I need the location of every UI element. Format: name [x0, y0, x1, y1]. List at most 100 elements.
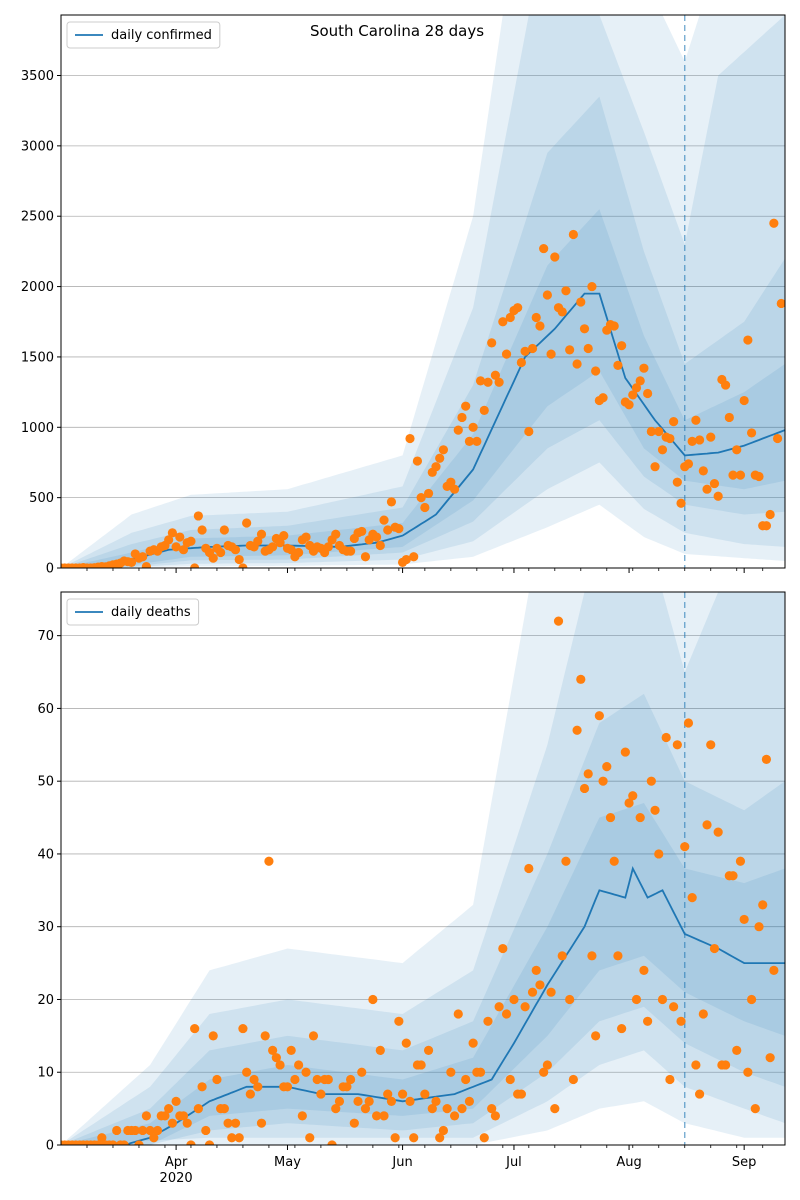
- data-point: [290, 1074, 300, 1085]
- data-point: [416, 493, 426, 503]
- data-point: [119, 1140, 129, 1145]
- data-point: [438, 445, 449, 455]
- data-point: [650, 462, 660, 472]
- data-point: [702, 484, 712, 494]
- data-point: [572, 725, 582, 735]
- data-point: [654, 426, 664, 437]
- data-point: [375, 540, 385, 551]
- data-point: [617, 341, 627, 351]
- data-point: [141, 561, 151, 568]
- data-point: [761, 521, 772, 531]
- data-point: [331, 1104, 341, 1114]
- data-point: [138, 1125, 148, 1136]
- data-point: [635, 812, 645, 823]
- data-point: [709, 478, 720, 489]
- data-point: [509, 994, 519, 1005]
- data-point: [568, 229, 578, 240]
- uncertainty-bands: [61, 592, 785, 1145]
- data-point: [449, 484, 460, 494]
- data-point: [193, 1104, 203, 1114]
- data-point: [501, 349, 512, 359]
- data-point: [657, 445, 668, 455]
- data-point: [494, 377, 504, 387]
- data-point: [357, 526, 367, 537]
- data-point: [598, 776, 608, 786]
- data-point: [728, 871, 738, 881]
- data-point: [535, 980, 545, 990]
- data-point: [475, 1067, 486, 1077]
- data-point: [331, 529, 341, 539]
- data-point: [635, 376, 645, 386]
- data-point: [720, 1060, 731, 1070]
- data-point: [464, 436, 475, 446]
- band-3: [61, 15, 785, 568]
- data-point: [238, 1023, 248, 1034]
- data-point: [613, 360, 623, 370]
- data-point: [646, 776, 656, 786]
- data-point: [230, 545, 241, 555]
- data-point: [242, 518, 252, 528]
- data-point: [420, 1089, 430, 1099]
- data-point: [539, 243, 549, 254]
- data-point: [524, 426, 534, 437]
- data-point: [650, 805, 660, 815]
- data-point: [769, 965, 779, 975]
- data-point: [646, 426, 656, 437]
- observed-points: [61, 218, 785, 568]
- data-point: [323, 542, 333, 552]
- data-point: [776, 298, 785, 309]
- data-point: [401, 554, 411, 565]
- data-point: [698, 466, 708, 476]
- y-tick-label: 20: [37, 993, 54, 1008]
- data-point: [743, 1067, 753, 1077]
- data-point: [520, 346, 530, 356]
- data-point: [431, 462, 441, 472]
- data-point: [186, 536, 196, 546]
- data-point: [587, 281, 597, 292]
- data-point: [453, 425, 463, 435]
- data-point: [475, 376, 486, 386]
- data-point: [227, 1133, 237, 1143]
- data-point: [765, 1053, 775, 1063]
- data-point: [245, 1089, 255, 1099]
- data-point: [457, 412, 467, 423]
- data-point: [483, 1016, 493, 1026]
- data-point: [520, 1002, 530, 1012]
- data-point: [695, 435, 705, 445]
- legend-box: [66, 598, 200, 626]
- data-point: [286, 545, 296, 555]
- data-point: [732, 445, 742, 455]
- data-point: [661, 732, 671, 743]
- x-tick-label: May: [274, 1155, 301, 1170]
- data-point: [557, 307, 567, 317]
- data-point: [613, 951, 623, 961]
- data-point: [342, 1082, 352, 1092]
- data-point: [368, 994, 378, 1005]
- data-point: [212, 1074, 222, 1085]
- data-point: [735, 856, 746, 866]
- y-tick-label: 500: [29, 491, 54, 506]
- data-point: [409, 1133, 419, 1143]
- data-point: [535, 321, 545, 331]
- data-point: [390, 1133, 400, 1143]
- data-point: [687, 893, 697, 903]
- data-point: [516, 1089, 526, 1099]
- data-point: [423, 488, 434, 499]
- data-point: [286, 1045, 296, 1056]
- data-point: [230, 1118, 241, 1128]
- data-point: [479, 1133, 489, 1143]
- data-point: [175, 532, 185, 542]
- x-tick-sublabel: 2020: [160, 1171, 193, 1186]
- data-point: [602, 762, 612, 772]
- data-point: [557, 951, 567, 961]
- data-point: [412, 456, 423, 466]
- data-point: [446, 1067, 456, 1077]
- data-point: [709, 943, 720, 954]
- data-point: [420, 502, 430, 513]
- data-point: [397, 1089, 408, 1099]
- observed-points: [61, 616, 779, 1145]
- data-point: [628, 791, 638, 801]
- data-point: [702, 820, 712, 830]
